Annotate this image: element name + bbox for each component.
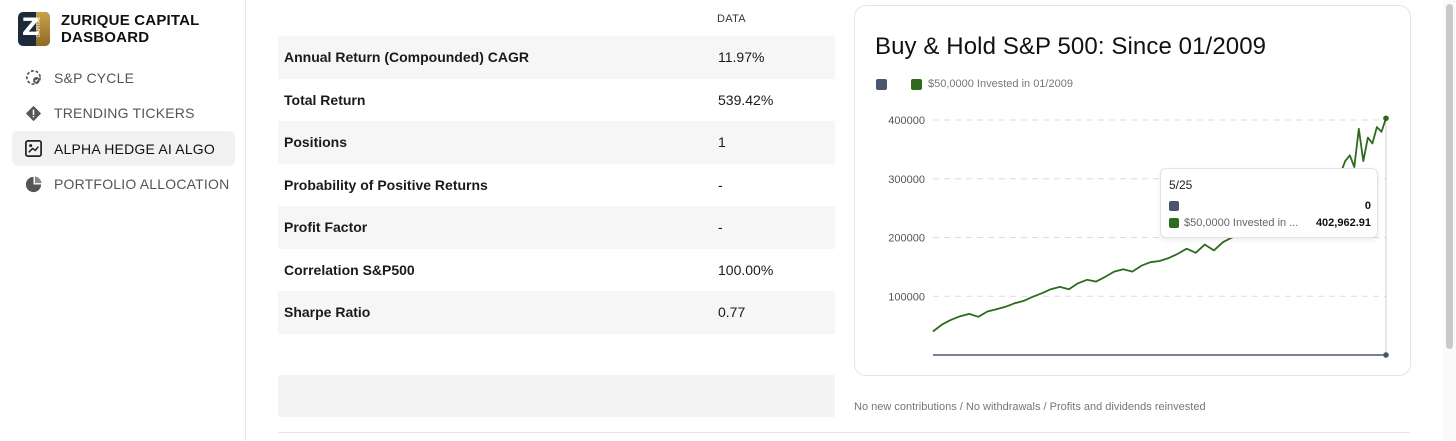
tooltip-date: 5/25 (1169, 178, 1193, 192)
chart-title: Buy & Hold S&P 500: Since 01/2009 (875, 33, 1267, 60)
scrollbar-thumb[interactable] (1446, 4, 1453, 349)
tooltip-row: $50,0000 Invested in ... 402,962.91 (1169, 217, 1371, 229)
table-header: DATA (278, 0, 835, 36)
legend-label: $50,0000 Invested in 01/2009 (928, 78, 1073, 90)
row-value: 539.42% (718, 91, 774, 108)
logo-gold-band (36, 12, 50, 46)
brand-logo: Z CAPITAL (18, 12, 50, 46)
row-value: 11.97% (718, 49, 765, 66)
row-label: Profit Factor (284, 219, 368, 236)
legend-item-unnamed[interactable] (876, 78, 893, 90)
brand-name: ZURIQUE CAPITAL DASBOARD (61, 12, 200, 46)
table-row: Profit Factor - (278, 206, 835, 249)
tooltip-series-name: $50,0000 Invested in ... (1184, 217, 1299, 229)
tooltip-row: 0 (1169, 200, 1371, 212)
brand[interactable]: Z CAPITAL ZURIQUE CAPITAL DASBOARD (18, 12, 200, 46)
pie-chart-icon (24, 175, 43, 194)
brand-name-line1: ZURIQUE CAPITAL (61, 12, 200, 29)
brand-name-line2: DASBOARD (61, 29, 150, 46)
logo-sub: CAPITAL (35, 16, 42, 38)
divider (278, 432, 1410, 433)
sidebar-nav: S&P CYCLE TRENDING TICKERS ALPHA HEDGE A… (12, 60, 235, 202)
row-label: Probability of Positive Returns (284, 176, 488, 193)
sidebar-item-trending-tickers[interactable]: TRENDING TICKERS (12, 96, 235, 131)
tooltip-value: 402,962.91 (1315, 217, 1371, 229)
chart-card: Buy & Hold S&P 500: Since 01/2009 $50,00… (854, 5, 1411, 376)
table-row: Sharpe Ratio 0.77 (278, 291, 835, 334)
y-tick-label: 300000 (888, 174, 925, 186)
legend-swatch (876, 78, 887, 90)
row-label: Annual Return (Compounded) CAGR (284, 49, 529, 66)
row-label: Total Return (284, 91, 366, 108)
legend-swatch (911, 78, 922, 90)
sidebar-item-label: ALPHA HEDGE AI ALGO (54, 140, 215, 157)
chart-board-icon (24, 139, 43, 158)
y-tick-label: 400000 (888, 115, 925, 127)
row-label: Correlation S&P500 (284, 261, 415, 278)
table-row: Total Return 539.42% (278, 79, 835, 122)
warning-icon (24, 104, 43, 123)
sidebar-item-label: PORTFOLIO ALLOCATION (54, 176, 230, 192)
table-row: Probability of Positive Returns - (278, 164, 835, 207)
chart-footnote: No new contributions / No withdrawals / … (854, 401, 1206, 413)
line-chart[interactable]: 100000 200000 300000 400000 (855, 6, 1412, 377)
table-row: Positions 1 (278, 121, 835, 164)
sidebar: Z CAPITAL ZURIQUE CAPITAL DASBOARD S&P C… (0, 0, 246, 441)
sidebar-item-portfolio-allocation[interactable]: PORTFOLIO ALLOCATION (12, 167, 235, 202)
tooltip-value: 0 (1364, 200, 1371, 212)
scrollbar[interactable] (1443, 0, 1456, 441)
chart-legend: $50,0000 Invested in 01/2009 (876, 78, 1091, 90)
row-value: - (718, 176, 723, 193)
sidebar-item-alpha-hedge-ai-algo[interactable]: ALPHA HEDGE AI ALGO (12, 131, 235, 166)
row-label: Positions (284, 134, 348, 151)
logo-letter: Z (22, 13, 40, 41)
row-value: 1 (718, 134, 726, 151)
sidebar-item-sp-cycle[interactable]: S&P CYCLE (12, 60, 235, 95)
row-value: 100.00% (718, 261, 774, 278)
row-value: - (718, 219, 723, 236)
legend-item-invested[interactable]: $50,0000 Invested in 01/2009 (911, 78, 1073, 90)
y-tick-label: 200000 (888, 233, 925, 245)
cycle-icon (24, 68, 43, 87)
table-row: Annual Return (Compounded) CAGR 11.97% (278, 36, 835, 79)
series-endpoint (1383, 115, 1389, 122)
table-row: Correlation S&P500 100.00% (278, 249, 835, 292)
column-header-data: DATA (717, 13, 746, 25)
metrics-table: DATA Annual Return (Compounded) CAGR 11.… (278, 0, 835, 334)
tooltip-swatch (1169, 201, 1179, 211)
table-footer-block (278, 375, 835, 417)
chart-tooltip: 5/25 0 $50,0000 Invested in ... 402,962.… (1160, 168, 1378, 238)
y-tick-label: 100000 (888, 291, 925, 303)
sidebar-item-label: S&P CYCLE (54, 69, 135, 86)
sidebar-item-label: TRENDING TICKERS (54, 105, 195, 121)
series-endpoint (1383, 352, 1389, 358)
tooltip-swatch (1169, 218, 1179, 228)
row-label: Sharpe Ratio (284, 304, 371, 321)
row-value: 0.77 (718, 304, 746, 321)
